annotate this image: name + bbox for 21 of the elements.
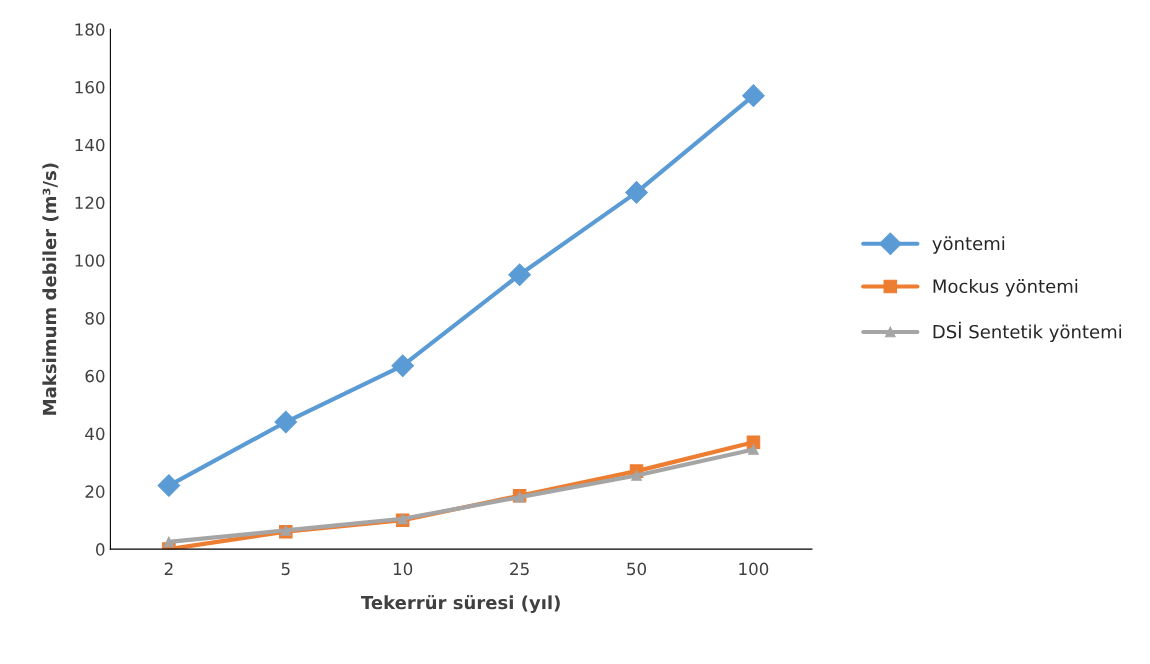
- y-tick-label: 100: [75, 254, 105, 267]
- x-tick-label: 100: [739, 562, 769, 576]
- y-tick-label: 140: [75, 138, 105, 152]
- y-tick-label: 40: [85, 427, 105, 441]
- x-tick-label: 2: [164, 562, 173, 575]
- x-tick-label: 50: [627, 562, 647, 576]
- y-tick-label: 20: [85, 485, 105, 498]
- x-tick-label: 25: [510, 562, 529, 576]
- y-tick-label: 180: [75, 23, 105, 36]
- y-tick-label: 80: [85, 312, 105, 325]
- legend-label: Mockus yöntemi: [933, 279, 1078, 297]
- x-tick-label: 5: [281, 562, 290, 576]
- y-tick-label: 160: [75, 80, 105, 94]
- legend-label: yöntemi: [932, 236, 1005, 254]
- y-tick-label: 60: [85, 369, 105, 383]
- legend-label: DSİ Sentetik yöntemi: [933, 321, 1122, 343]
- y-tick-label: 120: [75, 196, 105, 210]
- x-tick-label: 10: [393, 562, 413, 576]
- y-tick-label: 0: [96, 543, 105, 556]
- y-axis-title: Maksimum debiler (m³/s): [42, 163, 59, 415]
- x-axis-title: Tekerrür süresi (yıl): [361, 595, 560, 613]
